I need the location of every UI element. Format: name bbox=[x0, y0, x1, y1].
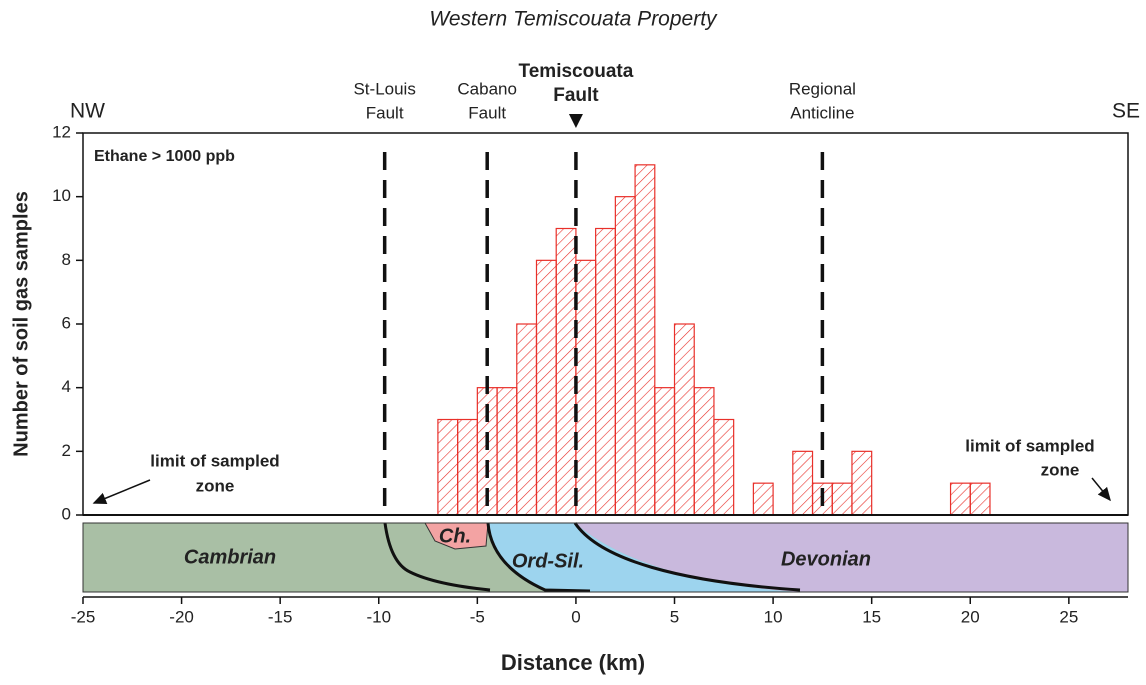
bar bbox=[673, 323, 695, 516]
chart-title: Western Temiscouata Property bbox=[429, 8, 718, 31]
x-tick-label: -25 bbox=[71, 607, 96, 626]
fault-label: Temiscouata bbox=[519, 61, 634, 82]
direction-label: NW bbox=[70, 100, 105, 123]
y-tick-label: 2 bbox=[62, 441, 71, 460]
limit-label: limit of sampled bbox=[965, 436, 1094, 455]
bar bbox=[713, 418, 735, 516]
arrow bbox=[92, 479, 151, 504]
x-tick-label: 20 bbox=[961, 607, 980, 626]
x-tick-label: -15 bbox=[268, 607, 293, 626]
bar bbox=[752, 482, 774, 516]
fault-label: Cabano bbox=[457, 79, 517, 98]
limit-label: limit of sampled bbox=[150, 451, 279, 470]
y-tick-label: 6 bbox=[62, 313, 71, 332]
fault-label: Fault bbox=[553, 85, 599, 106]
geology-label: Ord-Sil. bbox=[512, 550, 584, 572]
bar bbox=[575, 259, 597, 516]
x-tick-label: -5 bbox=[470, 607, 485, 626]
y-axis-title: Number of soil gas samples bbox=[10, 191, 32, 457]
x-tick-label: -10 bbox=[366, 607, 391, 626]
bar bbox=[516, 323, 538, 516]
annotation: Ethane > 1000 ppb bbox=[94, 148, 235, 165]
bar bbox=[792, 450, 814, 516]
y-tick-label: 12 bbox=[52, 122, 71, 141]
arrow bbox=[1091, 477, 1111, 502]
bar bbox=[437, 418, 459, 516]
bar bbox=[693, 387, 715, 516]
geology-label: Devonian bbox=[781, 548, 871, 570]
bar bbox=[831, 482, 853, 516]
fault-label: Regional bbox=[789, 79, 856, 98]
bar bbox=[654, 387, 676, 516]
bar bbox=[457, 418, 478, 516]
bar bbox=[969, 482, 991, 516]
x-axis-title: Distance (km) bbox=[501, 650, 645, 675]
limit-label: zone bbox=[1041, 460, 1080, 479]
fault-label: Fault bbox=[468, 103, 506, 122]
x-tick-label: 15 bbox=[862, 607, 881, 626]
bar bbox=[555, 227, 577, 516]
x-tick-label: 25 bbox=[1059, 607, 1078, 626]
fault-label: Fault bbox=[366, 103, 404, 122]
bar bbox=[614, 196, 636, 516]
x-tick-label: 10 bbox=[764, 607, 783, 626]
geology-section bbox=[82, 522, 1129, 593]
y-tick-label: 0 bbox=[62, 504, 71, 523]
fault-label: St-Louis bbox=[353, 79, 415, 98]
geology-label: Ch. bbox=[439, 525, 471, 547]
bar bbox=[851, 450, 873, 516]
bar bbox=[634, 164, 656, 516]
bar bbox=[949, 482, 971, 516]
fault-arrow bbox=[568, 114, 583, 128]
bar bbox=[496, 387, 518, 516]
y-tick-label: 10 bbox=[52, 186, 71, 205]
x-tick-label: 0 bbox=[571, 607, 580, 626]
y-tick-label: 8 bbox=[62, 250, 71, 269]
x-tick-label: 5 bbox=[670, 607, 679, 626]
x-tick-label: -20 bbox=[169, 607, 194, 626]
limit-label: zone bbox=[196, 476, 235, 495]
bar bbox=[595, 227, 616, 516]
y-tick-label: 4 bbox=[62, 377, 71, 396]
fault-label: Anticline bbox=[790, 103, 854, 122]
geology-label: Cambrian bbox=[184, 546, 276, 568]
bar bbox=[535, 259, 557, 516]
direction-label: SE bbox=[1112, 100, 1140, 123]
